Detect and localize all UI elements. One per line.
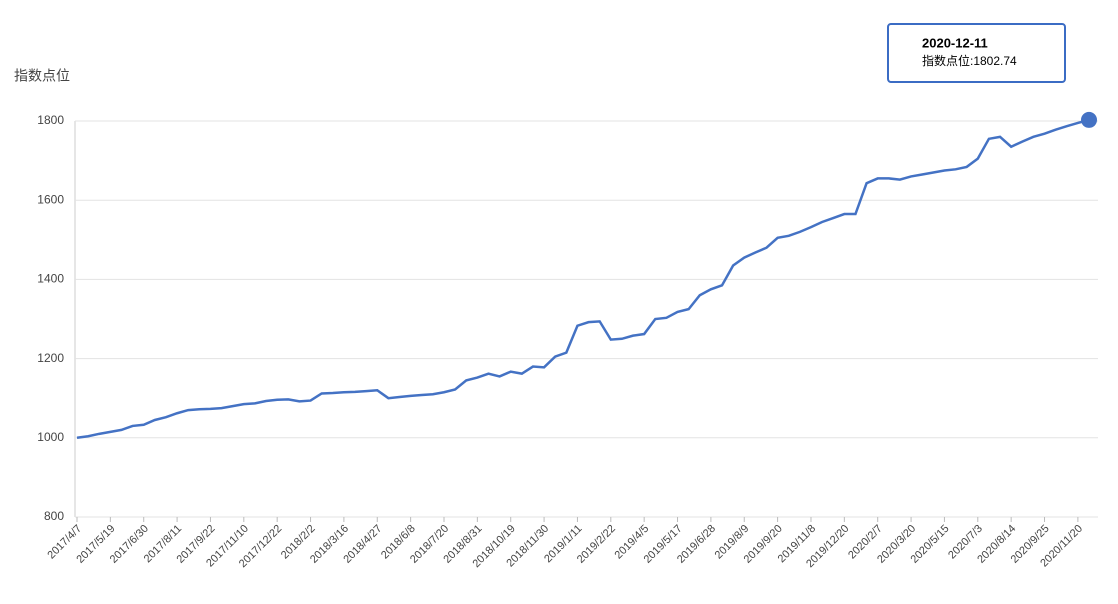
tooltip-value: 指数点位:1802.74 [922,53,1017,68]
y-tick-label: 800 [44,509,64,523]
tooltip-date: 2020-12-11 [922,35,988,50]
y-tick-label: 1600 [37,192,64,206]
series-line [76,118,1090,440]
tooltip-box [887,23,1066,83]
y-axis-title: 指数点位 [14,68,70,84]
y-tick-label: 1000 [37,430,64,444]
y-tick-label: 1400 [37,272,64,286]
y-tick-label: 1200 [37,351,64,365]
y-tick-label: 1800 [37,113,64,127]
tooltip: 2020-12-11 指数点位:1802.74 [887,23,1066,83]
highlight-point [1081,111,1097,128]
